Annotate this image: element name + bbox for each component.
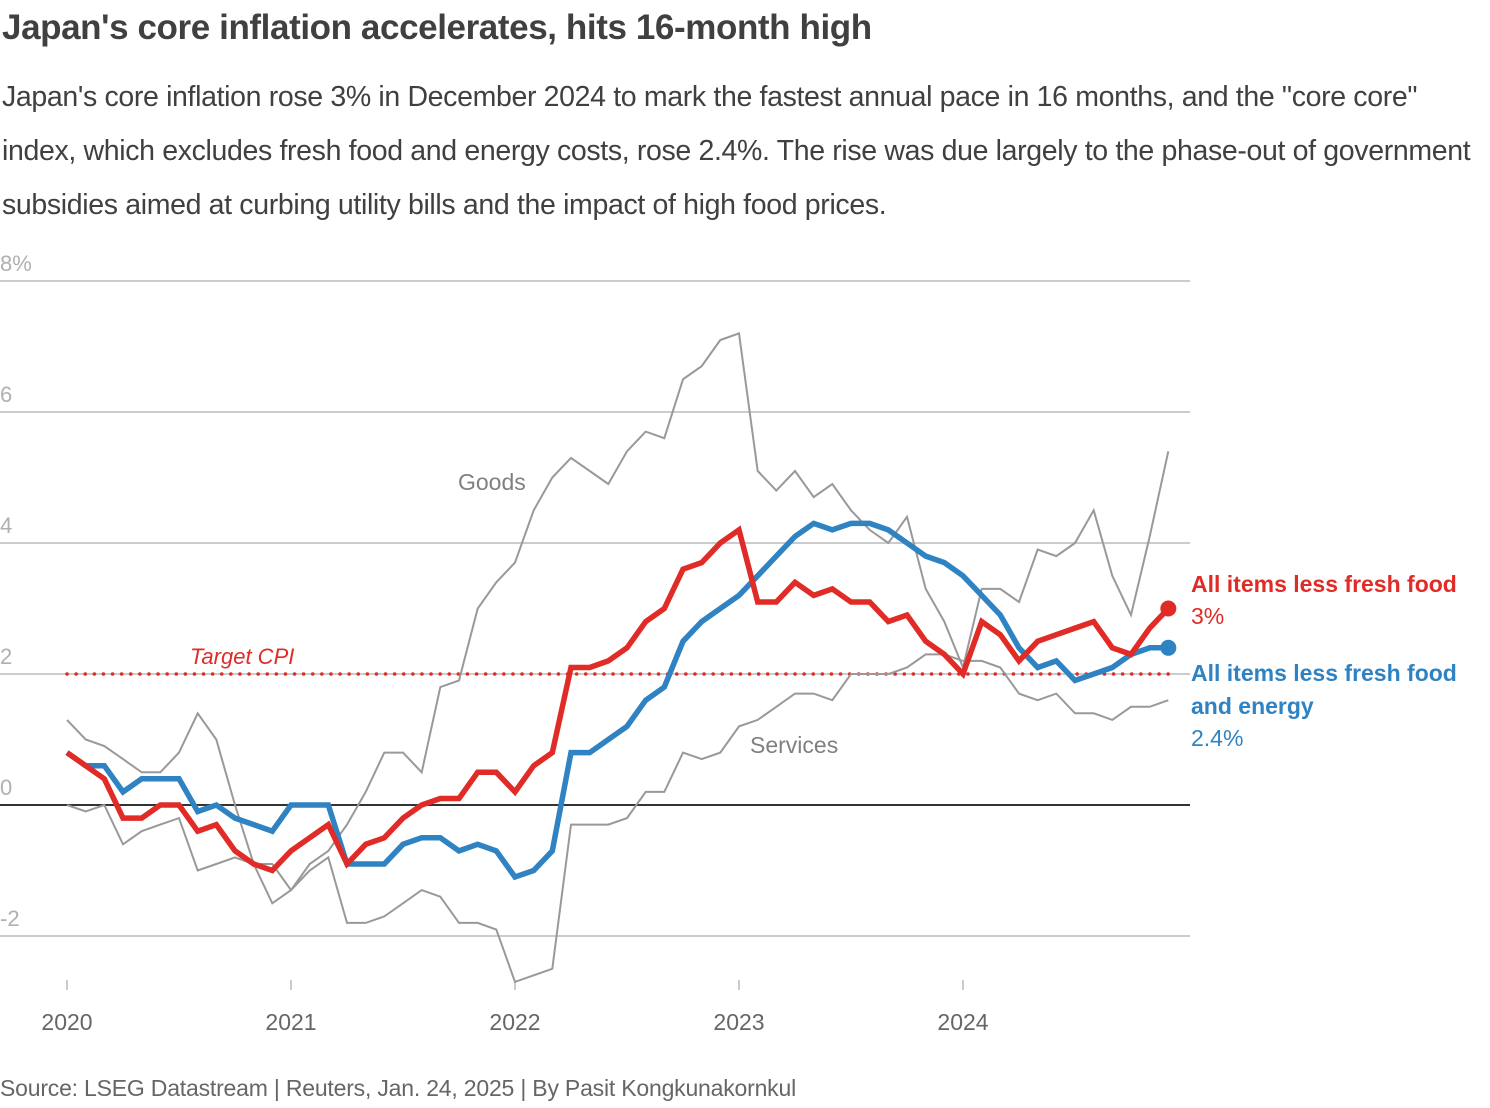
legend-core-core-title-line2: and energy xyxy=(1191,693,1314,719)
x-tick-label: 2020 xyxy=(41,1009,92,1035)
y-tick-label: 2 xyxy=(0,644,12,669)
services-series-label: Services xyxy=(750,732,838,758)
series-labels: Goods Services All items less fresh food… xyxy=(458,469,1457,758)
chart-subtitle: Japan's core inflation rose 3% in Decemb… xyxy=(2,81,1471,221)
legend-core-core: All items less fresh food and energy 2.4… xyxy=(1191,660,1457,751)
series-lines xyxy=(65,332,1177,984)
y-tick-label: 0 xyxy=(0,775,12,800)
x-tick-label: 2021 xyxy=(265,1009,316,1035)
legend-core-value: 3% xyxy=(1191,603,1224,629)
goods-series-label: Goods xyxy=(458,469,526,495)
line-chart: 8% 6 4 2 0 -2 2020 2021 2022 2023 2024 Target CPI… xyxy=(0,251,1457,1035)
core-core-line xyxy=(65,520,1169,881)
gridlines xyxy=(0,280,1190,937)
goods-line xyxy=(66,332,1170,905)
legend-core-core-value: 2.4% xyxy=(1191,725,1243,751)
core-core-end-marker xyxy=(1160,639,1177,656)
x-tick-label: 2024 xyxy=(937,1009,988,1035)
y-tick-label: 4 xyxy=(0,513,12,538)
core-end-marker xyxy=(1160,600,1177,617)
legend-core: All items less fresh food 3% xyxy=(1191,571,1457,629)
x-tick-label: 2022 xyxy=(489,1009,540,1035)
core-line xyxy=(65,525,1171,874)
chart-title: Japan's core inflation accelerates, hits… xyxy=(2,8,872,47)
y-tick-label: 6 xyxy=(0,382,12,407)
target-cpi-label: Target CPI xyxy=(190,644,294,669)
y-axis-labels: 8% 6 4 2 0 -2 xyxy=(0,251,32,931)
legend-core-title: All items less fresh food xyxy=(1191,571,1457,597)
source-credit: Source: LSEG Datastream | Reuters, Jan. … xyxy=(0,1075,796,1101)
x-tick-label: 2023 xyxy=(713,1009,764,1035)
y-tick-label: -2 xyxy=(0,906,20,931)
x-axis: 2020 2021 2022 2023 2024 xyxy=(41,980,989,1035)
legend-core-core-title-line1: All items less fresh food xyxy=(1191,660,1457,686)
target-cpi-reference: Target CPI xyxy=(65,644,1171,676)
y-tick-label: 8% xyxy=(0,251,32,276)
